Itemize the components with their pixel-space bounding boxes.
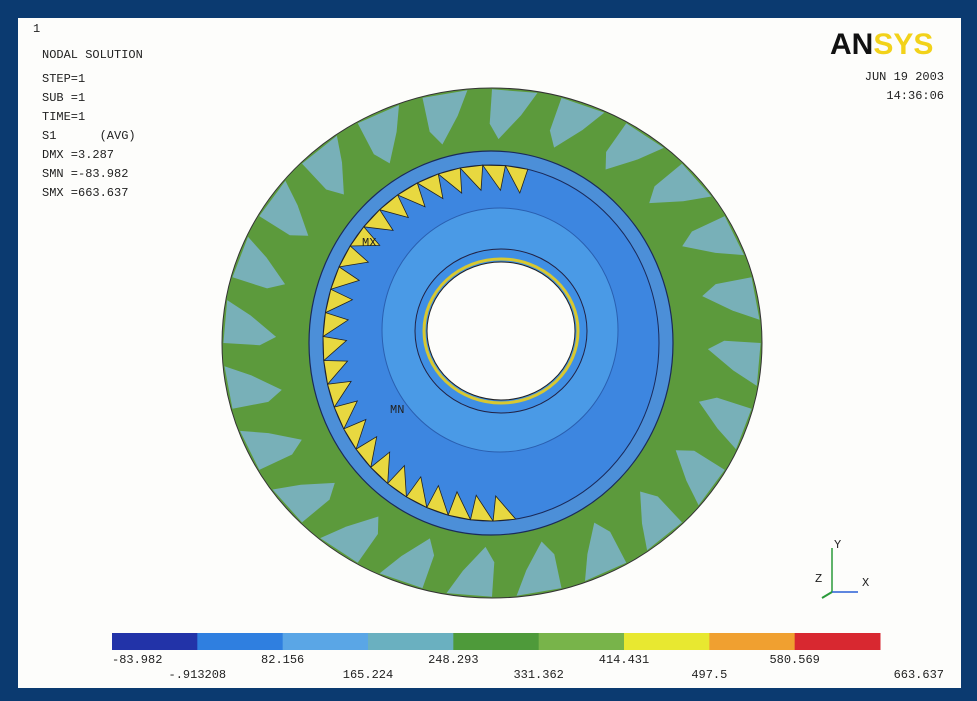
model	[222, 88, 762, 598]
min-marker: MN	[390, 403, 404, 417]
legend-band	[453, 633, 539, 650]
body: 1 NODAL SOLUTION STEP=1 SUB =1 TIME=1 S1 (A…	[0, 0, 977, 701]
legend-band	[624, 633, 710, 650]
date: JUN 19 2003	[865, 70, 944, 84]
legend-label: -.913208	[169, 668, 227, 682]
info-line: TIME=1	[42, 110, 85, 124]
time: 14:36:06	[886, 89, 944, 103]
title: NODAL SOLUTION	[42, 48, 143, 62]
info-line: SUB =1	[42, 91, 85, 105]
axis-label: Z	[815, 572, 822, 586]
legend-label: -83.982	[112, 653, 162, 667]
legend-band	[283, 633, 369, 650]
plot-number: 1	[33, 22, 40, 36]
hole	[427, 262, 575, 400]
legend-label: 663.637	[894, 668, 944, 682]
legend-band	[709, 633, 795, 650]
legend-label: 497.5	[691, 668, 727, 682]
legend-band	[795, 633, 881, 650]
info-line: DMX =3.287	[42, 148, 114, 162]
logo: ANSYS	[830, 28, 933, 61]
screenshot: 1 NODAL SOLUTION STEP=1 SUB =1 TIME=1 S1 (A…	[0, 0, 977, 701]
info-line: STEP=1	[42, 72, 85, 86]
legend-band	[112, 633, 198, 650]
legend-label: 580.569	[769, 653, 819, 667]
axis-label: X	[862, 576, 869, 590]
legend-label: 82.156	[261, 653, 304, 667]
info-line: S1 (AVG)	[42, 129, 136, 143]
max-marker: MX	[362, 236, 376, 250]
legend-label: 248.293	[428, 653, 478, 667]
logo-part: AN	[830, 28, 873, 61]
info-line: SMN =-83.982	[42, 167, 128, 181]
logo-part: SYS	[873, 28, 933, 61]
legend-label: 414.431	[599, 653, 649, 667]
legend-label: 331.362	[513, 668, 563, 682]
legend-label: 165.224	[343, 668, 393, 682]
info-line: SMX =663.637	[42, 186, 128, 200]
axis-label: Y	[834, 538, 841, 552]
page: ANSYS Nodal Solution {"header": {"plot_n…	[0, 0, 977, 701]
legend-band	[368, 633, 454, 650]
legend-band	[197, 633, 283, 650]
legend-band	[539, 633, 625, 650]
